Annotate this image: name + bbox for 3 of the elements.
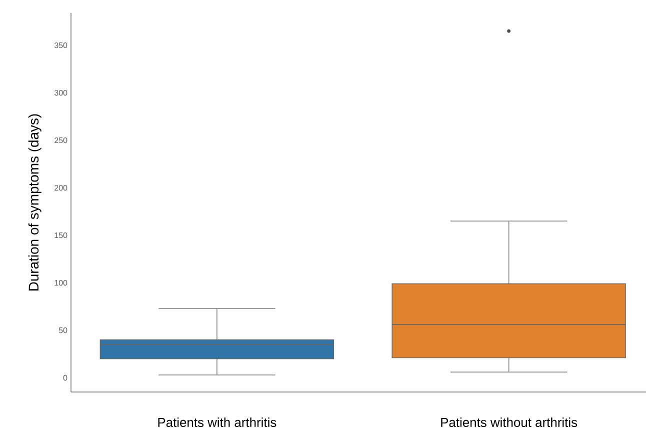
x-tick-label: Patients with arthritis	[158, 418, 276, 428]
x-tick-label: Patients without arthritis	[441, 418, 578, 428]
y-axis-title: Duration of symptoms (days)	[28, 114, 42, 290]
